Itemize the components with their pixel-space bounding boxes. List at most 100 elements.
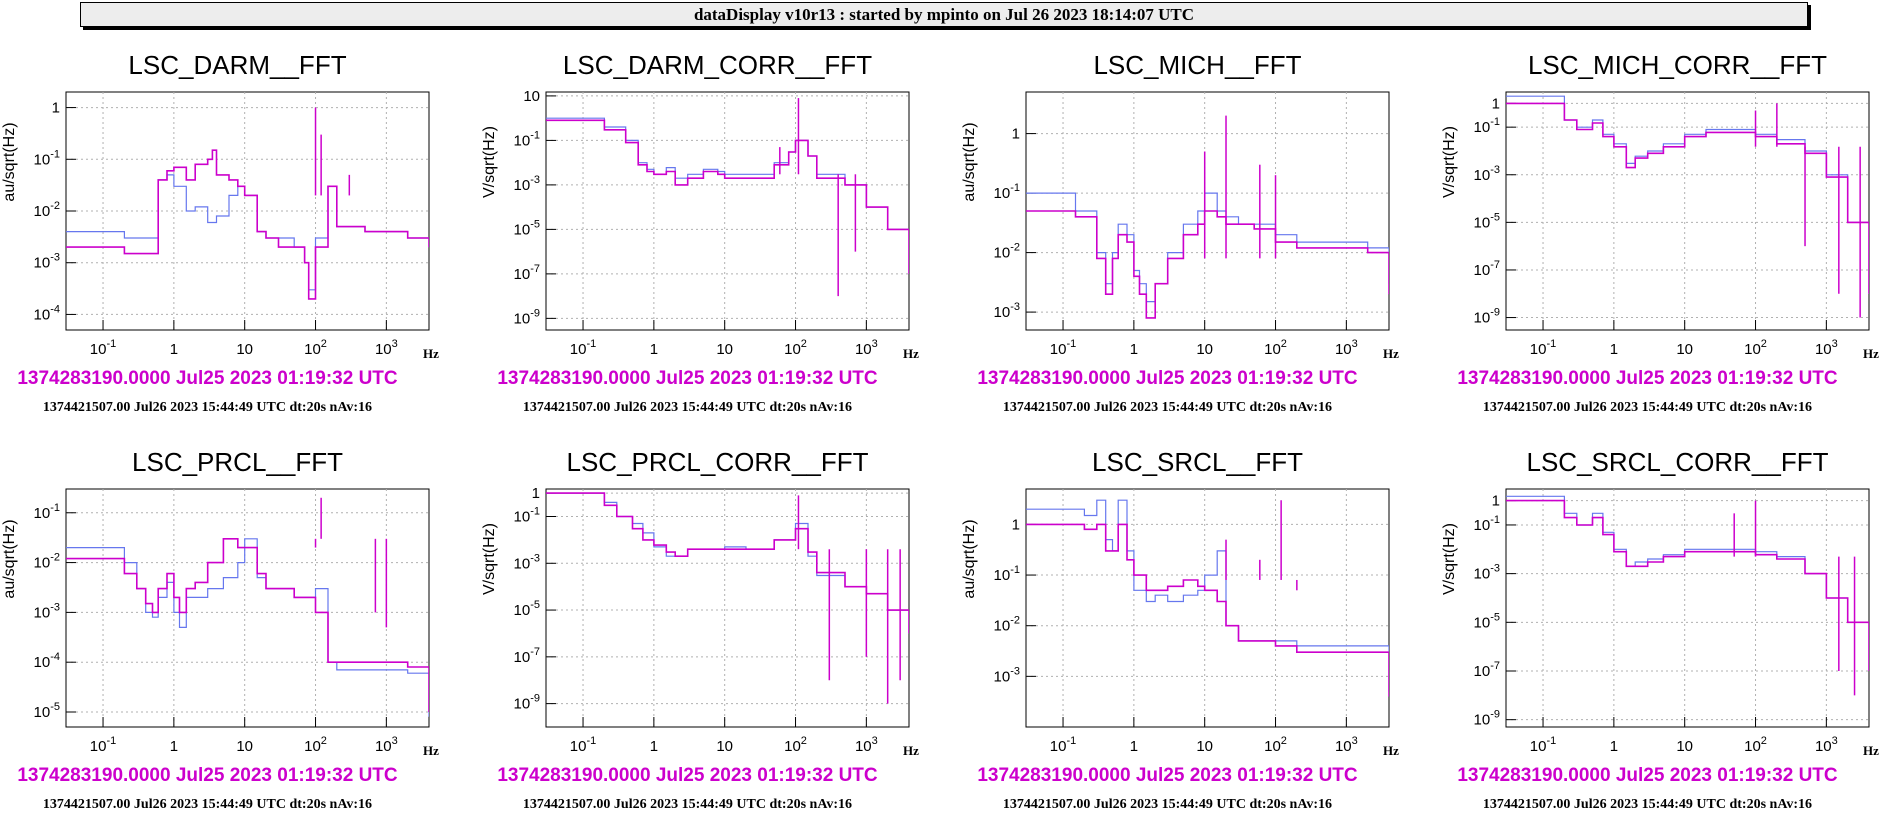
grid-lines <box>546 489 909 727</box>
current-timestamp: 1374421507.00 Jul26 2023 15:44:49 UTC dt… <box>43 797 372 812</box>
x-axis-label: Hz <box>1863 346 1879 361</box>
chart-title: LSC_MICH__FFT <box>1093 50 1301 80</box>
grid-lines <box>1506 92 1869 330</box>
chart-panel: LSC_SRCL_CORR__FFT 10-9 10-7 10-5 10-3 10-1 1 1… <box>1441 447 1879 812</box>
y-tick-label: 10-3 <box>1474 563 1500 583</box>
x-tick-label: 10 <box>1676 738 1693 755</box>
chart-panel: LSC_DARM_CORR__FFT 10-9 10-7 10-5 10-3 10-1 10… <box>481 50 919 415</box>
x-axis-label: Hz <box>1383 743 1399 758</box>
x-axis-label: Hz <box>1863 743 1879 758</box>
plot-frame <box>1505 91 1870 331</box>
y-tick-label: 1 <box>52 100 60 117</box>
x-axis-label: Hz <box>903 743 919 758</box>
chart-title: LSC_DARM__FFT <box>128 50 346 80</box>
current-timestamp: 1374421507.00 Jul26 2023 15:44:49 UTC dt… <box>43 400 372 415</box>
y-tick-label: 10-3 <box>514 552 540 572</box>
x-tick-label: 103 <box>855 338 878 358</box>
current-timestamp: 1374421507.00 Jul26 2023 15:44:49 UTC dt… <box>1003 400 1332 415</box>
x-axis-label: Hz <box>903 346 919 361</box>
y-tick-label: 1 <box>1492 493 1500 510</box>
x-tick-label: 10 <box>716 341 733 358</box>
grid-lines <box>66 92 429 330</box>
y-tick-label: 10-7 <box>1474 660 1500 680</box>
grid-lines <box>1506 489 1869 727</box>
y-tick-label: 10-9 <box>514 693 540 713</box>
chart-title: LSC_DARM_CORR__FFT <box>563 50 872 80</box>
chart-title: LSC_PRCL__FFT <box>132 447 343 477</box>
y-tick-label: 10-7 <box>514 263 540 283</box>
plot-frame <box>545 91 910 331</box>
y-tick-label: 10-2 <box>994 242 1020 262</box>
y-tick-label: 10-1 <box>1474 514 1500 534</box>
y-tick-label: 10-9 <box>514 307 540 327</box>
y-tick-label: 10-7 <box>514 646 540 666</box>
x-tick-label: 10-1 <box>570 338 596 358</box>
y-tick-label: 10-2 <box>34 200 60 220</box>
y-tick-label: 10-1 <box>34 148 60 168</box>
y-tick-label: 10-1 <box>514 506 540 526</box>
x-tick-label: 10-1 <box>90 735 116 755</box>
x-tick-label: 10-1 <box>1530 338 1556 358</box>
y-axis-label: V/sqrt(Hz) <box>1441 126 1458 198</box>
x-tick-label: 1 <box>1130 341 1138 358</box>
y-axis-label: au/sqrt(Hz) <box>961 122 978 201</box>
y-tick-label: 10-1 <box>994 182 1020 202</box>
chart-panel: LSC_PRCL__FFT 10-5 10-4 10-3 10-2 10-1 10-1 1 10… <box>1 447 439 812</box>
reference-timestamp: 1374283190.0000 Jul25 2023 01:19:32 UTC <box>1457 368 1838 389</box>
y-tick-label: 1 <box>1492 95 1500 112</box>
y-tick-label: 10-5 <box>514 218 540 238</box>
y-tick-label: 10-5 <box>1474 611 1500 631</box>
window-title: dataDisplay v10r13 : started by mpinto o… <box>80 2 1808 27</box>
current-trace <box>66 538 429 712</box>
x-tick-label: 10 <box>236 341 253 358</box>
reference-timestamp: 1374283190.0000 Jul25 2023 01:19:32 UTC <box>977 368 1358 389</box>
y-tick-label: 10-3 <box>994 665 1020 685</box>
x-tick-label: 103 <box>375 338 398 358</box>
x-tick-label: 1 <box>650 738 658 755</box>
grid-lines <box>546 92 909 330</box>
current-trace <box>1506 499 1869 671</box>
y-tick-label: 10-5 <box>34 701 60 721</box>
x-tick-label: 1 <box>170 341 178 358</box>
x-axis-label: Hz <box>423 346 439 361</box>
reference-timestamp: 1374283190.0000 Jul25 2023 01:19:32 UTC <box>497 765 878 786</box>
y-tick-label: 10-1 <box>994 564 1020 584</box>
y-axis-label: au/sqrt(Hz) <box>1 519 18 598</box>
reference-timestamp: 1374283190.0000 Jul25 2023 01:19:32 UTC <box>17 368 398 389</box>
current-trace <box>546 492 909 634</box>
y-tick-label: 10-3 <box>34 601 60 621</box>
y-tick-label: 1 <box>1012 516 1020 533</box>
x-tick-label: 1 <box>1610 738 1618 755</box>
x-tick-label: 10-1 <box>1530 735 1556 755</box>
x-tick-label: 102 <box>1264 735 1287 755</box>
x-tick-label: 1 <box>170 738 178 755</box>
x-tick-label: 103 <box>1335 338 1358 358</box>
x-tick-label: 10 <box>1196 738 1213 755</box>
chart-title: LSC_MICH_CORR__FFT <box>1528 50 1827 80</box>
plot-frame <box>545 488 910 728</box>
current-timestamp: 1374421507.00 Jul26 2023 15:44:49 UTC dt… <box>1003 797 1332 812</box>
chart-title: LSC_PRCL_CORR__FFT <box>567 447 869 477</box>
current-trace <box>1026 210 1389 319</box>
chart-panel: LSC_DARM__FFT 10-4 10-3 10-2 10-1 1 10-1 1 10 102… <box>1 50 439 415</box>
y-axis-label: au/sqrt(Hz) <box>961 519 978 598</box>
y-tick-label: 1 <box>532 485 540 502</box>
current-timestamp: 1374421507.00 Jul26 2023 15:44:49 UTC dt… <box>1483 400 1812 415</box>
x-tick-label: 102 <box>784 735 807 755</box>
y-tick-label: 10-7 <box>1474 259 1500 279</box>
y-tick-label: 10-1 <box>514 129 540 149</box>
x-tick-label: 10 <box>1196 341 1213 358</box>
plot-frame <box>1025 488 1390 728</box>
x-axis-label: Hz <box>423 743 439 758</box>
y-tick-label: 10-3 <box>34 252 60 272</box>
y-tick-label: 10-1 <box>34 502 60 522</box>
reference-timestamp: 1374283190.0000 Jul25 2023 01:19:32 UTC <box>17 765 398 786</box>
current-timestamp: 1374421507.00 Jul26 2023 15:44:49 UTC dt… <box>523 400 852 415</box>
x-tick-label: 103 <box>1335 735 1358 755</box>
y-tick-label: 10-2 <box>994 615 1020 635</box>
x-tick-label: 10-1 <box>570 735 596 755</box>
x-tick-label: 10-1 <box>90 338 116 358</box>
chart-panel: LSC_PRCL_CORR__FFT 10-9 10-7 10-5 10-3 10-1 1 1… <box>481 447 919 812</box>
x-tick-label: 102 <box>1744 338 1767 358</box>
